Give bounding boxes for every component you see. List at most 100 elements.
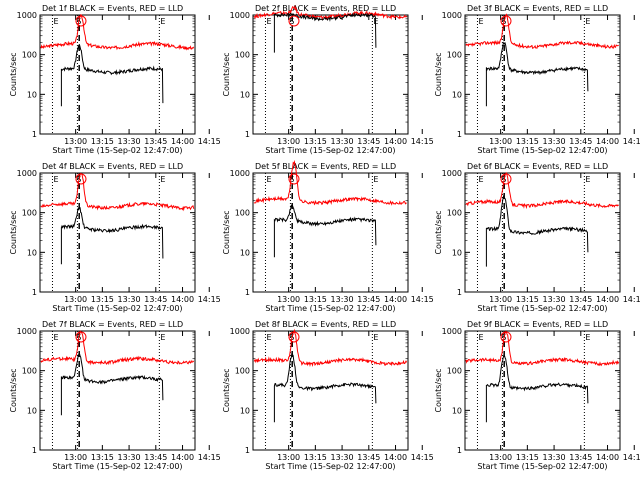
x-tick-label: 13:00 xyxy=(277,453,300,462)
y-tick-label: 10 xyxy=(27,90,37,99)
marker-letter: E xyxy=(478,17,483,26)
panel-title: Det 4f BLACK = Events, RED = LLD xyxy=(42,162,183,171)
plot-frame xyxy=(39,172,196,293)
y-tick-label: 1 xyxy=(32,446,37,455)
y-axis-label: Counts/sec xyxy=(9,210,18,254)
marker-letter: E xyxy=(585,175,590,184)
x-tick-label: 14:15 xyxy=(623,295,640,304)
panel-title: Det 1f BLACK = Events, RED = LLD xyxy=(42,4,183,13)
x-tick-label: 13:45 xyxy=(144,295,167,304)
x-tick-label: 13:15 xyxy=(91,453,114,462)
marker-letter: E xyxy=(478,333,483,342)
plot-frame xyxy=(252,14,409,135)
lld-series-line xyxy=(40,172,195,212)
lld-series-line xyxy=(40,14,195,51)
lld-series-line xyxy=(253,159,407,206)
x-tick-label: 14:00 xyxy=(384,137,407,146)
x-tick-label: 13:30 xyxy=(118,295,141,304)
y-tick-label: 1 xyxy=(245,446,250,455)
plot-frame xyxy=(39,330,196,451)
marker-letter: E xyxy=(373,333,378,342)
lld-series-line xyxy=(465,172,620,210)
x-tick-label: 13:00 xyxy=(64,453,87,462)
y-tick-label: 100 xyxy=(22,51,37,60)
x-tick-label: 13:00 xyxy=(64,137,87,146)
x-tick-label: 13:45 xyxy=(569,453,592,462)
x-tick-label: 13:15 xyxy=(516,295,539,304)
flare-peak-circle xyxy=(75,173,87,185)
y-tick-label: 10 xyxy=(240,248,250,257)
y-tick-label: 10 xyxy=(452,248,462,257)
marker-letter: E xyxy=(53,175,58,184)
x-tick-label: 13:30 xyxy=(543,453,566,462)
x-axis-label: Start Time (15-Sep-02 12:47:00) xyxy=(52,304,182,313)
x-tick-label: 14:00 xyxy=(384,295,407,304)
marker-letter: E xyxy=(585,17,590,26)
marker-letter: E xyxy=(266,17,271,26)
y-tick-label: 1 xyxy=(245,130,250,139)
events-series-line xyxy=(485,354,589,423)
events-series-line xyxy=(485,41,589,107)
y-tick-label: 100 xyxy=(235,367,250,376)
events-series-line xyxy=(273,205,377,258)
marker-letter: E xyxy=(53,333,58,342)
panel-title: Det 6f BLACK = Events, RED = LLD xyxy=(467,162,608,171)
lld-series-line xyxy=(465,13,619,50)
y-tick-label: 1 xyxy=(32,130,37,139)
y-tick-label: 1 xyxy=(457,130,462,139)
x-axis-label: Start Time (15-Sep-02 12:47:00) xyxy=(477,146,607,155)
y-tick-label: 1000 xyxy=(17,327,37,336)
y-tick-label: 1 xyxy=(245,288,250,297)
y-tick-label: 10 xyxy=(452,406,462,415)
y-tick-label: 1 xyxy=(457,288,462,297)
y-tick-label: 10 xyxy=(452,90,462,99)
marker-letter: E xyxy=(53,17,58,26)
marker-letter: E xyxy=(266,333,271,342)
flare-peak-circle xyxy=(500,15,512,27)
plot-frame xyxy=(252,330,409,451)
y-axis-label: Counts/sec xyxy=(222,368,231,412)
x-tick-label: 13:15 xyxy=(516,453,539,462)
y-tick-label: 1000 xyxy=(230,11,250,20)
panel-title: Det 8f BLACK = Events, RED = LLD xyxy=(255,320,396,329)
x-tick-label: 13:15 xyxy=(91,295,114,304)
x-axis-label: Start Time (15-Sep-02 12:47:00) xyxy=(52,146,182,155)
x-tick-label: 13:45 xyxy=(144,453,167,462)
x-tick-label: 13:00 xyxy=(277,295,300,304)
detector-panel: Det 7f BLACK = Events, RED = LLD 1 10 100 10… xyxy=(9,320,221,471)
y-tick-label: 1000 xyxy=(442,169,462,178)
x-tick-label: 13:30 xyxy=(118,453,141,462)
x-tick-label: 13:15 xyxy=(304,137,327,146)
detector-panel: Det 4f BLACK = Events, RED = LLD 1 10 100 10… xyxy=(9,162,221,313)
x-axis-label: Start Time (15-Sep-02 12:47:00) xyxy=(52,462,182,471)
x-tick-label: 13:30 xyxy=(543,295,566,304)
x-tick-label: 13:00 xyxy=(277,137,300,146)
x-tick-label: 13:45 xyxy=(144,137,167,146)
x-tick-label: 14:15 xyxy=(198,295,221,304)
events-series-line xyxy=(273,12,377,53)
y-tick-label: 100 xyxy=(447,209,462,218)
x-tick-label: 13:45 xyxy=(569,295,592,304)
panel-title: Det 9f BLACK = Events, RED = LLD xyxy=(467,320,608,329)
y-axis-label: Counts/sec xyxy=(222,210,231,254)
marker-letter: S xyxy=(289,17,294,26)
x-tick-label: 14:00 xyxy=(171,453,194,462)
x-tick-label: 13:15 xyxy=(91,137,114,146)
x-tick-label: 14:00 xyxy=(596,137,619,146)
x-tick-label: 14:15 xyxy=(411,137,434,146)
lld-series-line xyxy=(253,328,408,367)
y-tick-label: 1000 xyxy=(230,169,250,178)
detector-panel: Det 5f BLACK = Events, RED = LLD 1 10 100 10… xyxy=(222,159,434,313)
marker-letter: E xyxy=(373,175,378,184)
x-axis-label: Start Time (15-Sep-02 12:47:00) xyxy=(265,304,395,313)
x-tick-label: 14:00 xyxy=(171,137,194,146)
x-tick-label: 13:45 xyxy=(357,295,380,304)
flare-peak-circle xyxy=(500,331,512,343)
y-axis-label: Counts/sec xyxy=(434,52,443,96)
panel-title: Det 2f BLACK = Events, RED = LLD xyxy=(255,4,396,13)
plot-frame xyxy=(464,172,621,293)
x-tick-label: 13:45 xyxy=(357,137,380,146)
y-axis-label: Counts/sec xyxy=(434,210,443,254)
plot-frame xyxy=(464,330,621,451)
detector-panel: Det 8f BLACK = Events, RED = LLD 1 10 100 10… xyxy=(222,320,434,471)
